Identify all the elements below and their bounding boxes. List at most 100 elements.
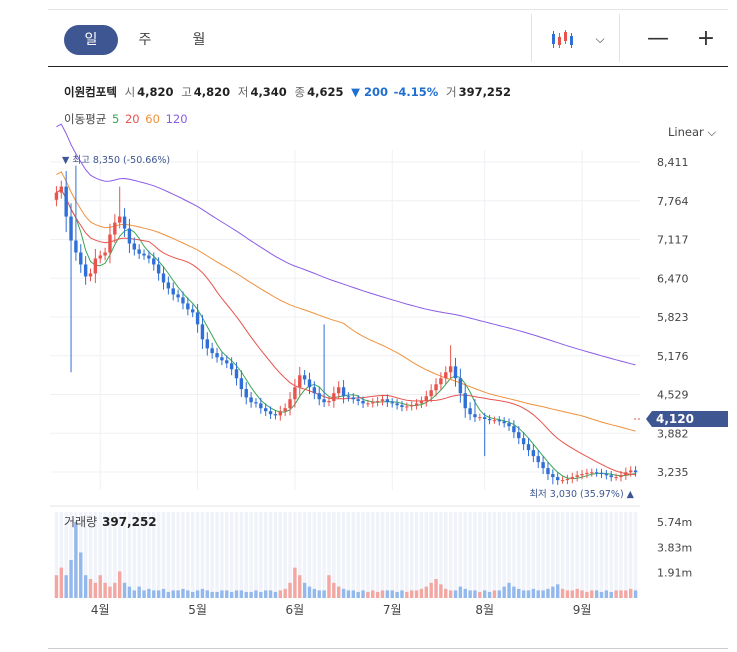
candle-body bbox=[633, 470, 638, 473]
candle-body bbox=[64, 186, 68, 217]
volume-bar bbox=[512, 586, 516, 598]
volume-tick-label: 5.74m bbox=[657, 516, 692, 529]
price-tick-label: 8,411 bbox=[657, 156, 689, 169]
candle-body bbox=[298, 375, 302, 388]
volume-bar bbox=[624, 590, 628, 598]
volume-bg-bar bbox=[395, 512, 399, 598]
volume-bar bbox=[487, 591, 492, 598]
candle-body bbox=[385, 399, 390, 403]
candle-body bbox=[390, 402, 394, 404]
volume-bar bbox=[103, 582, 107, 598]
tab-week[interactable]: 주 bbox=[138, 32, 152, 48]
volume-bg-bar bbox=[512, 512, 516, 598]
month-label: 8월 bbox=[475, 603, 494, 617]
volume-bg-bar bbox=[361, 512, 365, 598]
candle-body bbox=[161, 273, 166, 283]
candlestick-icon[interactable] bbox=[546, 24, 580, 54]
ma-20-label[interactable]: 20 bbox=[124, 112, 140, 126]
tab-day[interactable]: 일 bbox=[64, 25, 118, 55]
zoom-out-button[interactable]: — bbox=[647, 26, 669, 51]
zoom-in-button[interactable]: + bbox=[696, 26, 716, 51]
candle-body bbox=[117, 216, 122, 223]
candle-body bbox=[497, 420, 502, 422]
volume-bar bbox=[161, 588, 166, 598]
candle-body bbox=[283, 408, 287, 412]
volume-bg-bar bbox=[152, 512, 156, 598]
volume-bar bbox=[171, 590, 175, 598]
volume-bg-bar bbox=[570, 512, 575, 598]
candle-body bbox=[288, 399, 292, 409]
volume-label: 거 bbox=[445, 85, 457, 99]
scale-dropdown[interactable]: Linear ⌵ bbox=[668, 125, 717, 139]
volume-bg-bar bbox=[492, 512, 497, 598]
volume-bg-bar bbox=[127, 512, 132, 598]
volume-bar bbox=[215, 591, 219, 598]
candle-body bbox=[395, 403, 399, 406]
candle-body bbox=[429, 390, 433, 397]
candle-body bbox=[526, 444, 531, 451]
candle-body bbox=[69, 216, 73, 241]
volume-bg-bar bbox=[444, 512, 448, 598]
candle-body bbox=[628, 470, 633, 473]
volume-bar bbox=[409, 590, 414, 598]
candle-body bbox=[317, 393, 321, 400]
volume-bar bbox=[254, 590, 258, 598]
ma-5-label[interactable]: 5 bbox=[111, 112, 120, 126]
volume-bg-bar bbox=[371, 512, 375, 598]
volume-bg-bar bbox=[210, 512, 214, 598]
moving-average-legend: 이동평균 5 20 60 120 bbox=[64, 111, 188, 127]
candle-body bbox=[263, 408, 268, 412]
candle-body bbox=[205, 339, 210, 349]
volume-bar bbox=[375, 591, 380, 598]
volume-bar bbox=[190, 591, 195, 598]
candle-body bbox=[555, 477, 560, 481]
volume-bg-bar bbox=[273, 512, 278, 598]
candle-body bbox=[122, 216, 127, 229]
volume-bar bbox=[327, 575, 331, 598]
volume-bar bbox=[239, 590, 244, 598]
candle-body bbox=[414, 403, 419, 406]
volume-bar bbox=[263, 590, 268, 598]
candle-body bbox=[521, 438, 526, 445]
candle-body bbox=[463, 393, 467, 409]
candle-body bbox=[83, 264, 88, 277]
volume-bar bbox=[502, 586, 506, 598]
ma-60-label[interactable]: 60 bbox=[145, 112, 160, 126]
volume-bg-bar bbox=[429, 512, 433, 598]
volume-tick-label: 1.91m bbox=[657, 567, 692, 580]
candle-body bbox=[103, 252, 107, 256]
volume-bg-bar bbox=[624, 512, 628, 598]
volume-bar bbox=[93, 582, 98, 598]
tab-month[interactable]: 월 bbox=[192, 32, 206, 48]
volume-bar bbox=[127, 586, 132, 598]
candle-body bbox=[405, 406, 409, 408]
volume-bar bbox=[74, 522, 78, 598]
price-tick-label: 4,529 bbox=[657, 389, 689, 402]
candle-body bbox=[190, 309, 195, 313]
volume-bg-bar bbox=[507, 512, 511, 598]
volume-bg-bar bbox=[614, 512, 618, 598]
volume-bar bbox=[551, 586, 555, 598]
candle-body bbox=[517, 432, 521, 439]
candle-body bbox=[127, 228, 132, 244]
volume-bar bbox=[317, 590, 321, 598]
volume-bg-bar bbox=[619, 512, 623, 598]
volume-bar bbox=[200, 588, 205, 598]
volume-bg-bar bbox=[487, 512, 492, 598]
chevron-down-icon[interactable]: ⌵ bbox=[595, 32, 605, 46]
candle-body bbox=[351, 397, 356, 400]
candle-body bbox=[268, 411, 273, 415]
month-label: 5월 bbox=[188, 603, 207, 617]
volume-bar bbox=[59, 567, 64, 598]
candle-body bbox=[307, 379, 312, 388]
current-price-label: 4,120 bbox=[656, 412, 694, 426]
volume-bg-bar bbox=[166, 512, 171, 598]
ma-120-label[interactable]: 120 bbox=[165, 112, 188, 126]
volume-bar bbox=[181, 588, 185, 598]
volume-bg-bar bbox=[225, 512, 229, 598]
volume-bar bbox=[54, 575, 59, 598]
volume-bg-bar bbox=[453, 512, 458, 598]
volume-bg-bar bbox=[580, 512, 584, 598]
price-tick-label: 3,235 bbox=[657, 466, 689, 479]
